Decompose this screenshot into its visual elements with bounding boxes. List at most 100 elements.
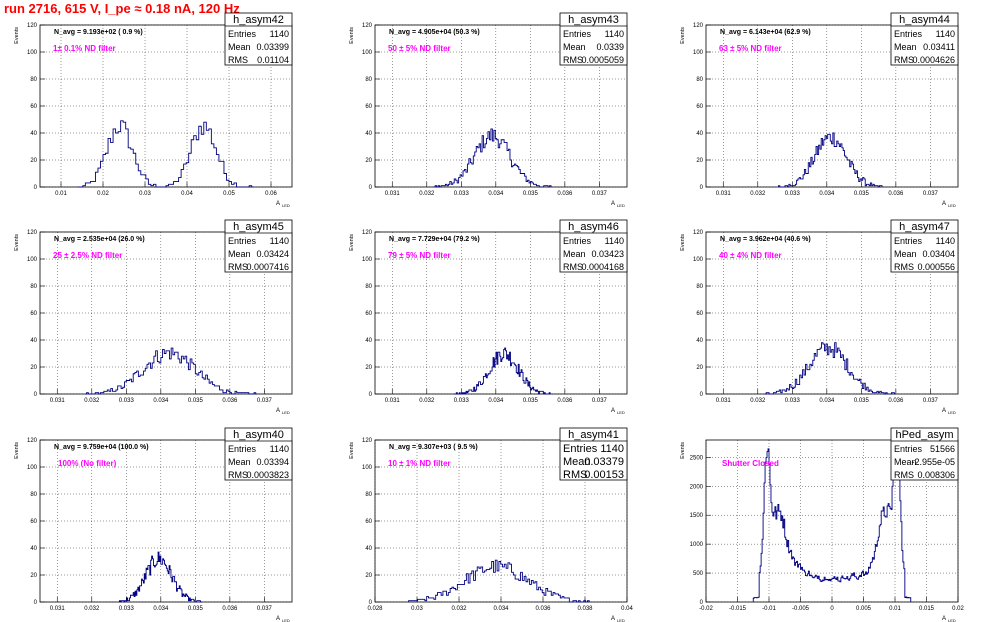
y-axis-title: Events	[14, 442, 20, 459]
stats-box	[224, 427, 293, 481]
x-axis-title: A	[611, 616, 615, 622]
n-avg-label: N_avg = 7.729e+04 (79.2 %)	[389, 236, 480, 243]
y-tick-label: 40	[696, 131, 703, 137]
x-axis-subscript: LED	[282, 618, 290, 622]
stats-rms-value: 0.0003823	[246, 470, 289, 480]
y-tick-label: 0	[700, 392, 704, 398]
x-tick-label: 0.033	[785, 191, 801, 197]
x-tick-label: 0.033	[119, 398, 135, 404]
y-tick-label: 2000	[690, 484, 704, 490]
stats-rms-label: RMS	[563, 262, 583, 272]
histogram-title: h_asym40	[233, 429, 284, 441]
y-tick-label: 100	[362, 465, 373, 471]
x-tick-label: 0.035	[854, 191, 870, 197]
x-axis-subscript: LED	[282, 203, 290, 208]
y-tick-label: 100	[27, 50, 38, 56]
x-tick-label: 0.01	[55, 191, 67, 197]
stats-entries-value: 1140	[936, 29, 955, 39]
y-axis-title: Events	[680, 442, 686, 459]
stats-mean-label: Mean	[563, 249, 586, 259]
histogram-panel-h_asym44: 0.031 0.032 0.033 0.034 0.035 0.036 0.037 0 20 40…	[680, 12, 959, 208]
stats-mean-value: 0.03423	[591, 249, 624, 259]
histogram-line	[752, 439, 912, 602]
y-axis-title: Events	[349, 27, 355, 44]
y-tick-label: 60	[365, 104, 372, 110]
y-tick-label: 120	[27, 23, 38, 29]
y-tick-label: 120	[693, 230, 704, 236]
y-tick-label: 80	[30, 284, 37, 290]
stats-rms-value: 0.01104	[257, 55, 289, 65]
y-tick-label: 100	[693, 257, 704, 263]
stats-entries-label: Entries	[894, 236, 923, 246]
stats-entries-value: 1140	[605, 236, 624, 246]
x-axis-title: A	[942, 616, 946, 622]
y-tick-label: 120	[27, 230, 38, 236]
stats-rms-value: 0.0004626	[912, 55, 955, 65]
y-tick-label: 20	[365, 573, 372, 579]
x-tick-label: 0.036	[557, 398, 573, 404]
x-axis-title: A	[942, 201, 946, 207]
x-tick-label: 0.034	[488, 191, 504, 197]
stats-box	[559, 219, 628, 273]
y-tick-label: 0	[369, 185, 373, 191]
y-tick-label: 20	[30, 573, 37, 579]
y-axis-title: Events	[680, 27, 686, 44]
x-tick-label: 0.031	[716, 398, 732, 404]
x-tick-label: 0.028	[367, 606, 383, 612]
stats-rms-value: 0.008306	[917, 470, 955, 480]
x-tick-label: 0.04	[621, 606, 633, 612]
histogram-panel-h_asym45: 0.031 0.032 0.033 0.034 0.035 0.036 0.037 0 20 40…	[14, 219, 293, 415]
histogram-panel-h_asym47: 0.031 0.032 0.033 0.034 0.035 0.036 0.037 0 20 40…	[680, 219, 959, 415]
n-avg-label: N_avg = 9.193e+02 ( 0.9 %)	[54, 29, 143, 36]
histogram-line	[84, 347, 258, 395]
x-tick-label: 0.031	[50, 398, 66, 404]
x-tick-label: -0.01	[762, 606, 776, 612]
stats-rms-value: 0.000556	[917, 262, 955, 272]
histogram-title: h_asym43	[568, 14, 619, 26]
y-tick-label: 0	[700, 600, 704, 606]
stats-entries-label: Entries	[894, 29, 923, 39]
x-tick-label: -0.015	[729, 606, 747, 612]
x-tick-label: 0.034	[819, 398, 835, 404]
x-tick-label: 0.032	[750, 398, 766, 404]
stats-rms-label: RMS	[228, 262, 248, 272]
x-tick-label: 0.033	[454, 398, 470, 404]
stats-box	[224, 219, 293, 273]
x-tick-label: 0.06	[265, 191, 277, 197]
x-axis-title: A	[276, 408, 280, 414]
stats-box	[559, 427, 628, 481]
x-tick-label: 0.031	[385, 398, 401, 404]
y-tick-label: 1500	[690, 513, 704, 519]
stats-mean-value: 0.03394	[256, 457, 289, 467]
y-tick-label: 120	[362, 230, 373, 236]
stats-rms-value: 0.0004168	[581, 262, 624, 272]
y-tick-label: 40	[30, 546, 37, 552]
y-tick-label: 100	[27, 257, 38, 263]
histogram-panel-h_asym43: 0.031 0.032 0.033 0.034 0.035 0.036 0.037 0 20 40…	[349, 12, 628, 208]
y-tick-label: 80	[365, 284, 372, 290]
x-tick-label: 0.037	[257, 398, 273, 404]
x-tick-label: 0.036	[222, 606, 238, 612]
stats-mean-value: 0.0339	[596, 42, 624, 52]
x-tick-label: 0.032	[451, 606, 467, 612]
histogram-title: h_asym41	[568, 429, 619, 441]
filter-note: 100% (No filter)	[58, 459, 117, 468]
x-tick-label: 0.034	[153, 398, 169, 404]
stats-entries-value: 1140	[936, 236, 955, 246]
y-axis-title: Events	[14, 27, 20, 44]
stats-mean-label: Mean	[228, 42, 251, 52]
y-tick-label: 20	[365, 365, 372, 371]
x-tick-label: 0.005	[856, 606, 872, 612]
stats-entries-label: Entries	[563, 443, 598, 455]
y-tick-label: 40	[365, 338, 372, 344]
stats-rms-label: RMS	[228, 470, 248, 480]
stats-mean-value: 0.03404	[922, 249, 955, 259]
y-tick-label: 40	[365, 131, 372, 137]
x-axis-title: A	[276, 201, 280, 207]
stats-rms-value: 0.0005059	[581, 55, 624, 65]
x-axis-subscript: LED	[948, 410, 956, 415]
y-tick-label: 80	[365, 77, 372, 83]
stats-entries-label: Entries	[228, 29, 257, 39]
histogram-title: h_asym45	[233, 221, 284, 233]
y-tick-label: 2500	[690, 455, 704, 461]
